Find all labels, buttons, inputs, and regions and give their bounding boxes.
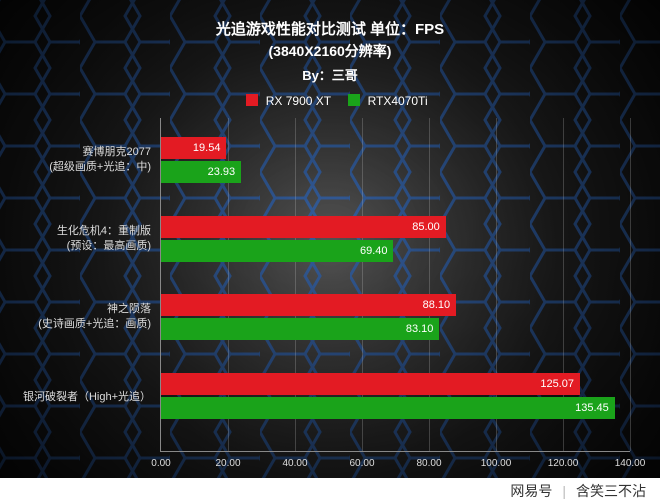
- bar-value-label: 23.93: [208, 161, 236, 183]
- bar-s2: 69.40: [161, 240, 393, 262]
- bar-s1: 19.54: [161, 137, 226, 159]
- bar-value-label: 19.54: [193, 137, 221, 159]
- bar-s2: 135.45: [161, 397, 615, 419]
- gridline: [630, 118, 631, 451]
- footer-author: 含笑三不沾: [576, 481, 646, 501]
- chart-byline: By：三哥: [0, 65, 660, 84]
- x-tick-label: 60.00: [349, 458, 374, 469]
- bar-value-label: 69.40: [360, 240, 388, 262]
- legend-label-s2: RTX4070Ti: [368, 94, 428, 108]
- y-category-label: 神之陨落(史诗画质+光追：画质): [38, 302, 161, 332]
- legend-swatch-s2: [348, 94, 360, 106]
- x-tick-label: 100.00: [481, 458, 512, 469]
- footer-site: 网易号: [510, 481, 552, 501]
- bar-value-label: 88.10: [423, 294, 451, 316]
- bar-s1: 125.07: [161, 373, 580, 395]
- chart-title-block: 光追游戏性能对比测试 单位：FPS (3840X2160分辨率) By：三哥: [0, 18, 660, 84]
- bar-value-label: 125.07: [540, 373, 574, 395]
- category-group: 赛博朋克2077(超级画质+光追：中)19.5423.93: [161, 137, 630, 183]
- bar-s1: 85.00: [161, 216, 446, 238]
- bar-value-label: 135.45: [575, 397, 609, 419]
- chart-legend: RX 7900 XT RTX4070Ti: [0, 94, 660, 108]
- bar-value-label: 85.00: [412, 216, 440, 238]
- chart-title-line1: 光追游戏性能对比测试 单位：FPS: [0, 18, 660, 39]
- chart: 光追游戏性能对比测试 单位：FPS (3840X2160分辨率) By：三哥 R…: [0, 0, 660, 504]
- plot-area: 0.0020.0040.0060.0080.00100.00120.00140.…: [160, 118, 630, 452]
- bar-s1: 88.10: [161, 294, 456, 316]
- x-tick-label: 40.00: [282, 458, 307, 469]
- legend-swatch-s1: [246, 94, 258, 106]
- x-tick-label: 80.00: [416, 458, 441, 469]
- x-tick-label: 0.00: [151, 458, 170, 469]
- x-tick-label: 140.00: [615, 458, 646, 469]
- footer-divider: |: [562, 483, 566, 499]
- legend-label-s1: RX 7900 XT: [266, 94, 331, 108]
- y-category-label: 赛博朋克2077(超级画质+光追：中): [49, 146, 161, 176]
- bar-value-label: 83.10: [406, 318, 434, 340]
- bar-s2: 83.10: [161, 318, 439, 340]
- category-group: 生化危机4：重制版(预设：最高画质)85.0069.40: [161, 216, 630, 262]
- x-tick-label: 20.00: [215, 458, 240, 469]
- chart-title-line2: (3840X2160分辨率): [0, 41, 660, 61]
- category-group: 神之陨落(史诗画质+光追：画质)88.1083.10: [161, 294, 630, 340]
- footer-bar: 网易号 | 含笑三不沾: [0, 478, 660, 504]
- y-category-label: 生化危机4：重制版(预设：最高画质): [57, 224, 161, 254]
- y-category-label: 银河破裂者（High+光追）: [23, 388, 161, 404]
- x-tick-label: 120.00: [548, 458, 579, 469]
- bar-s2: 23.93: [161, 161, 241, 183]
- category-group: 银河破裂者（High+光追）125.07135.45: [161, 373, 630, 419]
